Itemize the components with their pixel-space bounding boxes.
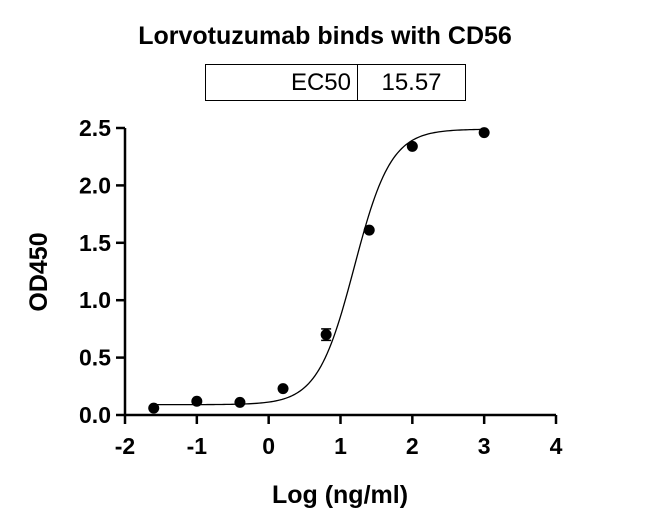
y-axis-label: OD450 — [25, 232, 53, 311]
y-tick-label: 1.5 — [79, 230, 111, 256]
axes: -2 -1 0 1 2 3 4 0.0 0.5 1.0 1.5 2.0 2.5 — [79, 115, 563, 459]
data-point — [320, 329, 332, 341]
data-point — [406, 140, 418, 152]
y-tick-label: 2.0 — [79, 172, 111, 198]
data-points-layer — [148, 127, 490, 414]
x-tick-label: 4 — [550, 433, 563, 459]
y-tick-label: 0.0 — [79, 402, 111, 428]
y-tick-label: 2.5 — [79, 115, 111, 141]
x-tick-label: 0 — [262, 433, 275, 459]
data-point — [191, 395, 203, 407]
data-point — [148, 402, 160, 414]
x-axis-label: Log (ng/ml) — [272, 481, 408, 509]
data-point — [234, 396, 246, 408]
data-point — [363, 224, 375, 236]
y-tick-label: 0.5 — [79, 345, 111, 371]
fit-curve — [153, 128, 485, 406]
fit-curve-layer — [153, 128, 485, 406]
x-tick-label: 3 — [478, 433, 491, 459]
y-tick-label: 1.0 — [79, 287, 111, 313]
data-point — [478, 127, 490, 139]
ec50-table: EC50 15.57 — [205, 64, 466, 101]
x-tick-label: 1 — [334, 433, 347, 459]
ec50-value: 15.57 — [381, 68, 442, 96]
chart-title: Lorvotuzumab binds with CD56 — [138, 22, 512, 50]
ec50-label: EC50 — [206, 65, 358, 100]
x-tick-label: 2 — [406, 433, 419, 459]
data-point — [277, 383, 289, 395]
x-tick-label: -1 — [187, 433, 208, 459]
x-tick-label: -2 — [115, 433, 135, 459]
